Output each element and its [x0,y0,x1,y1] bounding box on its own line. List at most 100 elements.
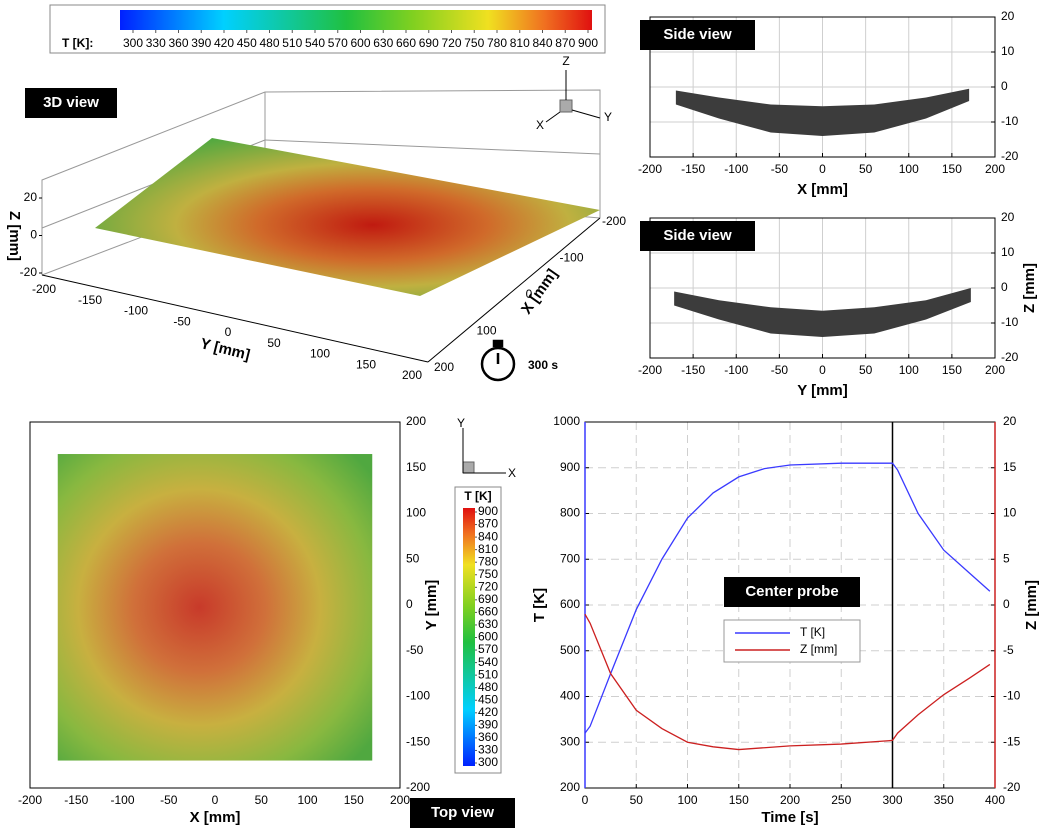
colorbar-tick-label: 570 [478,642,498,656]
legend-label: Z [mm] [800,642,837,656]
colorbar-tick-label: 300 [478,755,498,769]
y-tick-label: -50 [173,314,191,328]
y-tick-label: -100 [406,689,430,703]
x-tick-label: 0 [819,363,826,377]
legend-label: T [K] [800,625,825,639]
z-tick-label: 0 [30,228,37,242]
y-tick-label: 150 [356,357,376,371]
x-tick-label: 200 [434,360,454,374]
colorbar-label: T [K]: [62,36,93,50]
colorbar-tick-label: 540 [305,36,325,50]
colorbar-tick-label: 810 [510,36,530,50]
colorbar-tick-label: 330 [478,743,498,757]
x-tick-label: -200 [602,214,626,228]
panel-label: Top view [431,804,494,821]
y-tick-label: -150 [78,293,102,307]
colorbar-tick-label: 840 [532,36,552,50]
y-tick-label: 200 [402,368,422,382]
y-tick-label: -200 [32,282,56,296]
y-tick-label: 200 [560,780,580,794]
colorbar-tick-label: 420 [478,705,498,719]
triad [463,462,474,473]
x-tick-label: -150 [64,793,88,807]
x-tick-label: 100 [297,793,317,807]
colorbar-tick-label: 750 [478,567,498,581]
y-tick-label: -150 [406,734,430,748]
colorbar-tick-label: 360 [168,36,188,50]
y-tick-label: 500 [560,643,580,657]
y-tick-label: 700 [560,551,580,565]
x-tick-label: 150 [729,793,749,807]
y-axis-label: T [K] [531,588,548,622]
colorbar-tick-label: 780 [478,554,498,568]
panel-label: Side view [663,227,732,244]
colorbar-tick-label: 600 [478,630,498,644]
colorbar-tick-label: 750 [464,36,484,50]
x-tick-label: 0 [819,162,826,176]
stopwatch-icon [482,341,514,380]
colorbar-tick-label: 600 [350,36,370,50]
y-tick-label: 10 [1001,44,1015,58]
y2-tick-label: 0 [1003,597,1010,611]
y-tick-label: -50 [406,643,424,657]
x-tick-label: -100 [110,793,134,807]
y-tick-label: -20 [1001,350,1019,364]
y-tick-label: 20 [1001,210,1015,224]
x-tick-label: -50 [771,363,789,377]
colorbar-tick-label: 690 [419,36,439,50]
axis-label: Y [mm] [199,335,252,364]
x-tick-label: -100 [724,162,748,176]
figure: T [K]: 300330360390420450480510540570600… [0,0,1046,828]
colorbar-tick-label: 660 [478,605,498,619]
x-tick-label: 100 [677,793,697,807]
y-tick-label: 50 [406,551,420,565]
x-tick-label: -150 [681,162,705,176]
colorbar-tick-label: 360 [478,730,498,744]
box-edge [265,140,600,154]
colorbar-tick-label: 690 [478,592,498,606]
x-tick-label: -200 [638,162,662,176]
x-tick-label: -100 [559,251,583,265]
panel-label: Side view [663,26,732,43]
colorbar-tick-label: 660 [396,36,416,50]
colorbar-tick-label: 510 [282,36,302,50]
y-tick-label: 0 [1001,280,1008,294]
colorbar-tick-label: 810 [478,542,498,556]
axis-label: X [mm] [518,266,561,317]
y-tick-label: 900 [560,460,580,474]
x-tick-label: 0 [212,793,219,807]
x-tick-label: 50 [255,793,269,807]
triad-label: Y [604,110,612,124]
y2-tick-label: -20 [1003,780,1021,794]
axis-label: Z [mm] [6,211,23,261]
colorbar-tick-label: 540 [478,655,498,669]
x-tick-label: 250 [831,793,851,807]
y-tick-label: 200 [406,414,426,428]
y-tick-label: 20 [1001,9,1015,23]
x-tick-label: -50 [160,793,178,807]
x-axis-label: Time [s] [761,809,818,826]
z-tick-label: -20 [20,265,38,279]
colorbar-tick-label: 390 [478,718,498,732]
y-tick-label: 50 [267,336,281,350]
x-tick-label: 50 [630,793,644,807]
triad: Z Y X [536,54,612,132]
colorbar-tick-label: 630 [478,617,498,631]
x-tick-label: 0 [582,793,589,807]
x-tick-label: -150 [681,363,705,377]
temperature-map [58,454,373,761]
x-tick-label: 150 [344,793,364,807]
panel-label: 3D view [43,94,99,111]
x-tick-label: 150 [942,162,962,176]
y2-tick-label: 15 [1003,460,1017,474]
y2-tick-label: 5 [1003,551,1010,565]
colorbar-tick-label: 390 [191,36,211,50]
colorbar-tick-label: 630 [373,36,393,50]
x-tick-label: -50 [771,162,789,176]
surface-3d [95,138,600,296]
x-tick-label: 200 [390,793,410,807]
colorbar-tick-label: 780 [487,36,507,50]
x-tick-label: -200 [18,793,42,807]
x-tick-label: -200 [638,363,662,377]
triad-label: X [508,466,516,480]
